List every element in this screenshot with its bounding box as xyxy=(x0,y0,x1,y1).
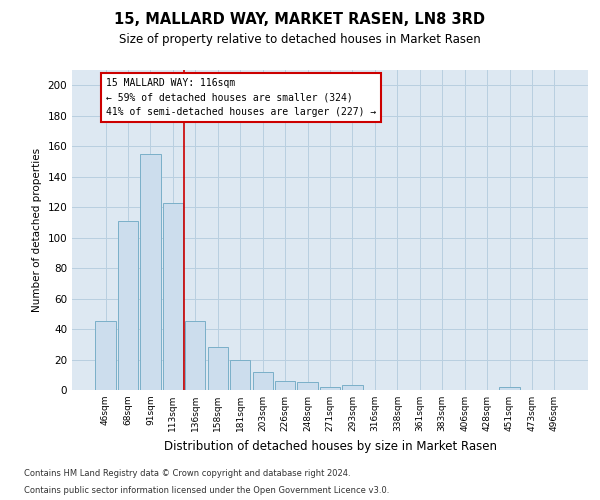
X-axis label: Distribution of detached houses by size in Market Rasen: Distribution of detached houses by size … xyxy=(163,440,497,452)
Bar xyxy=(163,202,183,390)
Bar xyxy=(95,322,116,390)
Bar xyxy=(185,322,205,390)
Y-axis label: Number of detached properties: Number of detached properties xyxy=(32,148,42,312)
Text: 15 MALLARD WAY: 116sqm
← 59% of detached houses are smaller (324)
41% of semi-de: 15 MALLARD WAY: 116sqm ← 59% of detached… xyxy=(106,78,376,117)
Bar xyxy=(298,382,317,390)
Bar xyxy=(499,387,520,390)
Text: Size of property relative to detached houses in Market Rasen: Size of property relative to detached ho… xyxy=(119,32,481,46)
Bar xyxy=(118,221,138,390)
Text: Contains HM Land Registry data © Crown copyright and database right 2024.: Contains HM Land Registry data © Crown c… xyxy=(24,468,350,477)
Bar xyxy=(230,360,250,390)
Text: 15, MALLARD WAY, MARKET RASEN, LN8 3RD: 15, MALLARD WAY, MARKET RASEN, LN8 3RD xyxy=(115,12,485,28)
Bar xyxy=(320,387,340,390)
Bar xyxy=(253,372,273,390)
Text: Contains public sector information licensed under the Open Government Licence v3: Contains public sector information licen… xyxy=(24,486,389,495)
Bar xyxy=(275,381,295,390)
Bar xyxy=(140,154,161,390)
Bar xyxy=(343,386,362,390)
Bar xyxy=(208,348,228,390)
